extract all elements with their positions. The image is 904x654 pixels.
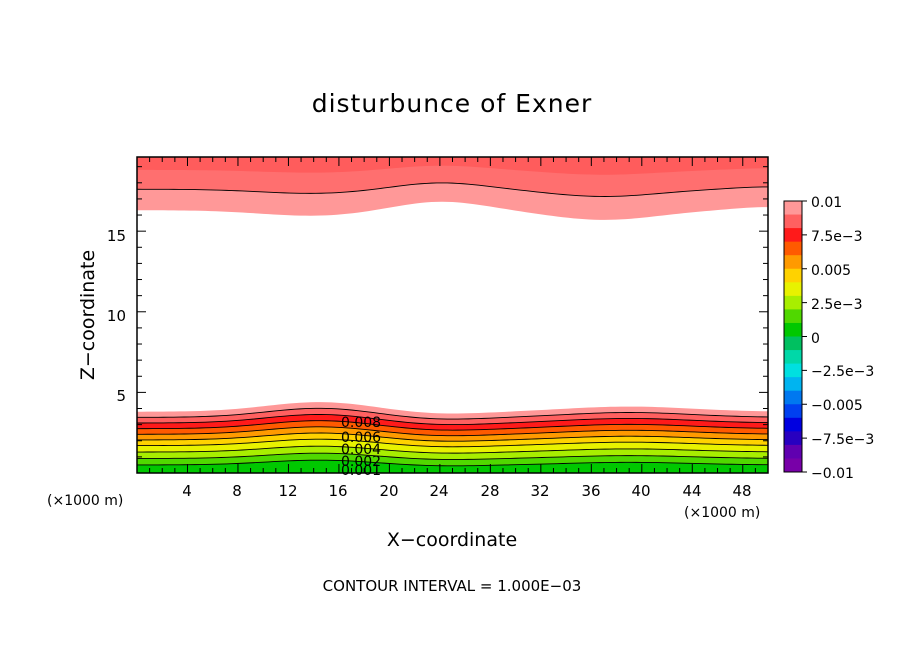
contour-line-lower-1 (136, 407, 769, 420)
contour-label-3: 0.002 (341, 454, 381, 470)
colorbar-label-3: 2.5e−3 (811, 297, 863, 313)
x-tick-label-20: 20 (379, 482, 398, 500)
contour-line-layer (136, 182, 769, 467)
x-tick-label-16: 16 (328, 482, 347, 500)
x-tick-label-28: 28 (480, 482, 499, 500)
colorbar-swatch-5 (784, 268, 802, 283)
colorbar-swatch-9 (784, 322, 802, 337)
colorbar-label-4: 0 (811, 331, 820, 347)
colorbar-label-0: 0.01 (811, 195, 842, 211)
x-tick-label-4: 4 (182, 482, 192, 500)
contour-interval-note: CONTOUR INTERVAL = 1.000E−03 (323, 577, 582, 595)
contour-label-0: 0.008 (341, 415, 381, 431)
colorbar-swatch-15 (784, 404, 802, 419)
colorbar-label-7: −7.5e−3 (811, 432, 874, 448)
contour-line-lower-3 (136, 420, 769, 431)
colorbar (783, 200, 807, 473)
colorbar-swatch-6 (784, 282, 802, 297)
y-tick-label-15: 15 (107, 227, 126, 245)
contour-line-lower-6 (137, 438, 769, 448)
x-tick-label-48: 48 (732, 482, 751, 500)
colorbar-label-8: −0.01 (811, 466, 854, 482)
contour-line-lower-9 (137, 459, 769, 467)
colorbar-swatch-4 (784, 255, 802, 270)
colorbar-swatch-19 (784, 458, 802, 473)
contour-line-lower-8 (137, 452, 769, 460)
colorbar-swatch-18 (784, 444, 802, 459)
colorbar-swatch-14 (784, 390, 802, 405)
colorbar-swatch-3 (784, 241, 802, 256)
axis-ticks (137, 157, 768, 473)
contour-line-upper-1 (136, 182, 769, 197)
contour-band-upper-2 (137, 157, 768, 175)
colorbar-swatch-1 (784, 214, 802, 229)
contour-band-lower-9 (137, 460, 768, 473)
contour-line-lower-4 (137, 426, 769, 437)
y-tick-label-10: 10 (107, 307, 126, 325)
x-tick-label-24: 24 (429, 482, 448, 500)
colorbar-swatch-2 (784, 228, 802, 243)
contour-label-4: 0.001 (341, 463, 381, 479)
colorbar-swatch-13 (784, 377, 802, 392)
x-tick-label-32: 32 (530, 482, 549, 500)
contour-line-lower-5 (136, 432, 769, 442)
colorbar-swatch-7 (784, 295, 802, 310)
x-tick-label-8: 8 (232, 482, 242, 500)
x-tick-label-12: 12 (278, 482, 297, 500)
x-tick-label-36: 36 (581, 482, 600, 500)
colorbar-swatch-0 (784, 201, 802, 216)
x-tick-label-44: 44 (682, 482, 701, 500)
contour-line-lower-7 (137, 445, 769, 454)
y-axis-label: Z−coordinate (77, 250, 99, 380)
x-axis-label: X−coordinate (387, 529, 517, 551)
chart-title: disturbunce of Exner (312, 89, 593, 118)
x-tick-label-40: 40 (631, 482, 650, 500)
colorbar-swatch-8 (784, 309, 802, 324)
contour-labels: 0.008 0.006 0.004 0.002 0.001 (341, 415, 381, 479)
contour-label-1: 0.006 (341, 430, 381, 446)
y-tick-label-5: 5 (116, 387, 126, 405)
colorbar-label-2: 0.005 (811, 263, 851, 279)
plot-area (136, 156, 769, 474)
x-unit-right: (×1000 m) (684, 505, 760, 521)
contour-line-lower-2 (136, 414, 769, 426)
colorbar-label-1: 7.5e−3 (811, 229, 863, 245)
colorbar-swatch-17 (784, 431, 802, 446)
colorbar-label-6: −0.005 (811, 398, 863, 414)
colorbar-swatch-12 (784, 363, 802, 378)
colorbar-swatch-16 (784, 417, 802, 432)
x-unit-left: (×1000 m) (47, 493, 123, 509)
colorbar-swatch-10 (784, 336, 802, 351)
colorbar-label-5: −2.5e−3 (811, 364, 874, 380)
contour-label-2: 0.004 (341, 442, 381, 458)
colorbar-swatch-11 (784, 350, 802, 365)
